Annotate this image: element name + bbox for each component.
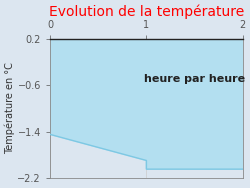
Title: Evolution de la température: Evolution de la température	[49, 4, 244, 19]
Text: heure par heure: heure par heure	[144, 74, 245, 84]
Polygon shape	[50, 39, 243, 169]
Y-axis label: Température en °C: Température en °C	[4, 62, 15, 154]
